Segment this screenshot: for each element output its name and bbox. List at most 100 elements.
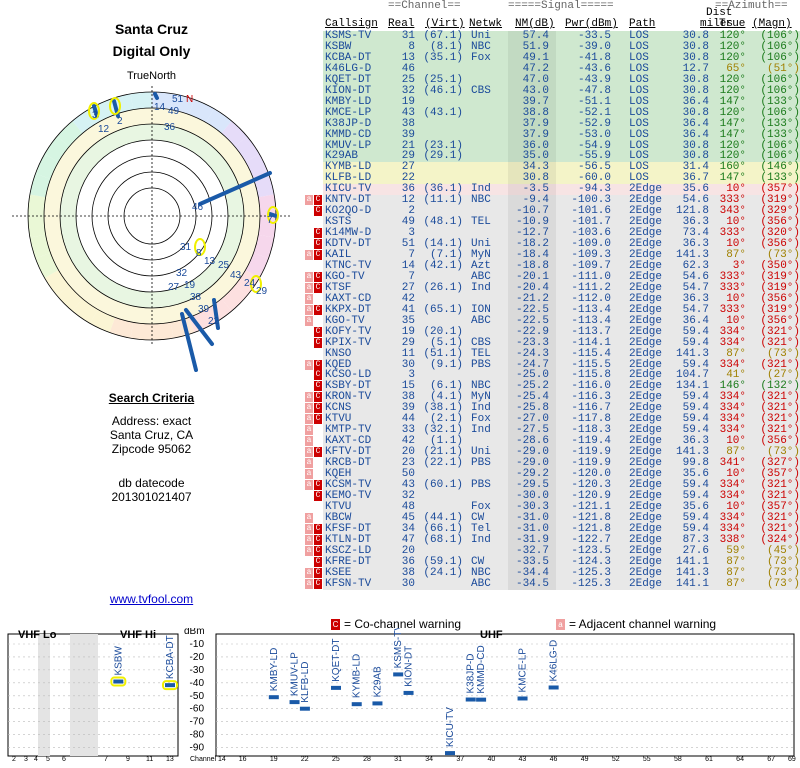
station-row: KQET-DT 25 (25.1) 47.0 -43.9 LOS 30.8 120° (106°… — [303, 73, 800, 86]
cell-path: LOS — [629, 30, 649, 42]
cell-virt: (65.1) — [423, 303, 463, 316]
radar-ring-segment — [29, 234, 51, 259]
cell-dist: 62.3 — [682, 259, 709, 272]
warn-column-bg — [303, 392, 323, 404]
cell-virt: (43.1) — [423, 106, 463, 119]
radar-ring-segment — [44, 136, 70, 162]
cell-tr: 10° — [726, 183, 746, 196]
nm-column-shade — [508, 271, 556, 283]
cell-call: KEMO-TV — [325, 489, 372, 502]
cell-real: 29 — [401, 336, 415, 349]
adjacent-channel-warning: a — [305, 414, 313, 425]
warn-column-bg — [303, 534, 323, 546]
channel-axis-label: Channel — [190, 756, 217, 763]
station-row: C KPIX-TV 29 (5.1) CBS -23.3 -114.1 2Edge 59.4 33… — [303, 336, 800, 349]
adjacent-channel-warning: a — [305, 250, 313, 260]
db-datecode-label: db datecode — [118, 476, 185, 490]
tvfool-link[interactable]: www.tvfool.com — [109, 592, 194, 606]
co-channel-warning: C — [314, 403, 322, 414]
cell-tr: 59° — [726, 544, 746, 557]
cell-tr: 147° — [719, 117, 746, 130]
cell-mg: (133°) — [760, 117, 800, 130]
radar-channel-label: 46 — [192, 202, 204, 213]
x-tick-label: 37 — [456, 756, 464, 763]
cell-mg: (329°) — [760, 205, 800, 218]
cell-virt: (22.1) — [423, 457, 463, 470]
cell-call: KCBA-DT — [325, 51, 372, 64]
cell-dist: 141.3 — [675, 249, 709, 261]
address-text: Address: exact — [111, 414, 192, 428]
cell-tr: 334° — [719, 402, 746, 415]
x-tick-label: 3 — [24, 756, 28, 763]
cell-nm: -9.4 — [522, 194, 549, 207]
x-tick-label: 46 — [550, 756, 558, 763]
cell-tr: 334° — [719, 424, 746, 437]
radar-ring-segment — [170, 93, 195, 115]
station-row: C KSBY-DT 15 (6.1) NBC -25.2 -116.0 2Edge 134.1 1… — [303, 381, 800, 393]
station-row: KYMB-LD 27 34.3 -56.5 LOS 31.4 160° (146°) — [303, 161, 800, 174]
cell-nm: -20.1 — [515, 270, 549, 283]
cell-call: KFSF-DT — [325, 522, 372, 535]
co-channel-warning: C — [314, 545, 322, 556]
cell-virt: (7.1) — [429, 249, 463, 261]
cell-virt: (5.1) — [429, 336, 463, 349]
cell-virt: (4.1) — [429, 391, 463, 404]
co-channel-warning: C — [314, 447, 322, 458]
cell-tr: 338° — [719, 533, 746, 546]
nm-column-shade — [508, 107, 556, 119]
x-tick-label: 9 — [126, 756, 130, 763]
radar-signal-bar — [212, 298, 220, 330]
cell-tr: 334° — [719, 489, 746, 502]
cell-nm: 30.8 — [522, 172, 549, 185]
cell-nm: 36.0 — [522, 139, 549, 152]
x-tick-label: 7 — [104, 756, 108, 763]
station-row: a C KGO-TV 7 ABC -20.1 -111.0 2Edge 54.6 333° (319… — [303, 270, 800, 283]
nm-column-shade — [508, 534, 556, 546]
cell-virt: (48.1) — [423, 216, 463, 229]
cell-dist: 59.4 — [682, 413, 709, 426]
cell-nm: -10.9 — [515, 216, 549, 229]
dist-header: Dist — [706, 7, 733, 19]
cell-pwr: -56.5 — [577, 161, 611, 174]
cell-tr: 87° — [726, 577, 746, 590]
cell-pwr: -43.6 — [577, 62, 611, 75]
cell-real: 35 — [401, 314, 415, 327]
cell-mg: (45°) — [766, 544, 800, 557]
cell-call: KGO-TV — [325, 314, 365, 327]
signal-callsign-label: KQET-DT — [331, 639, 342, 682]
cell-path: 2Edge — [629, 358, 663, 371]
cell-path: LOS — [629, 73, 649, 86]
signal-callsign-label: K46LG-D — [549, 640, 560, 682]
nm-column-shade — [508, 392, 556, 404]
station-row: a C KFSN-TV 30 ABC -34.5 -125.3 2Edge 141.1 87° (7… — [303, 577, 800, 590]
co-channel-warning: C — [314, 271, 322, 282]
cell-dist: 54.6 — [682, 270, 709, 283]
cell-mg: (356°) — [760, 238, 800, 251]
cell-pwr: -33.5 — [577, 30, 611, 42]
mode-title: Digital Only — [112, 43, 191, 59]
cell-net: MyN — [471, 249, 491, 261]
cell-tr: 160° — [719, 161, 746, 174]
warn-column-bg — [303, 52, 323, 64]
cell-tr: 10° — [726, 435, 746, 448]
signal-bar — [289, 700, 300, 705]
radar-highlight — [88, 102, 100, 120]
nm-column-shade — [508, 239, 556, 251]
nm-column-shade — [508, 458, 556, 470]
signal-callsign-label: KMBY-LD — [269, 648, 280, 692]
cell-mg: (73°) — [766, 577, 800, 590]
cell-nm: -10.7 — [515, 205, 549, 218]
cell-virt: (38.1) — [423, 402, 463, 415]
cell-path: 2Edge — [629, 435, 663, 448]
cell-path: 2Edge — [629, 347, 663, 360]
cell-nm: 38.8 — [522, 106, 549, 119]
warn-column-bg — [303, 315, 323, 327]
station-row: a C KSEE 38 (24.1) NBC -34.4 -125.3 2Edge 141.3 87… — [303, 567, 800, 579]
warn-column-bg — [303, 326, 323, 338]
station-row: KNSO 11 (51.1) TEL -24.3 -115.4 2Edge 141.3 87° (… — [303, 347, 800, 360]
cell-real: 42 — [401, 292, 415, 305]
nm-column-shade — [508, 403, 556, 415]
radar-ring-segment — [206, 108, 232, 134]
station-row: KSMS-TV 31 (67.1) Uni 57.4 -33.5 LOS 30.8 120° (1… — [303, 31, 800, 42]
cell-dist: 30.8 — [682, 150, 709, 163]
